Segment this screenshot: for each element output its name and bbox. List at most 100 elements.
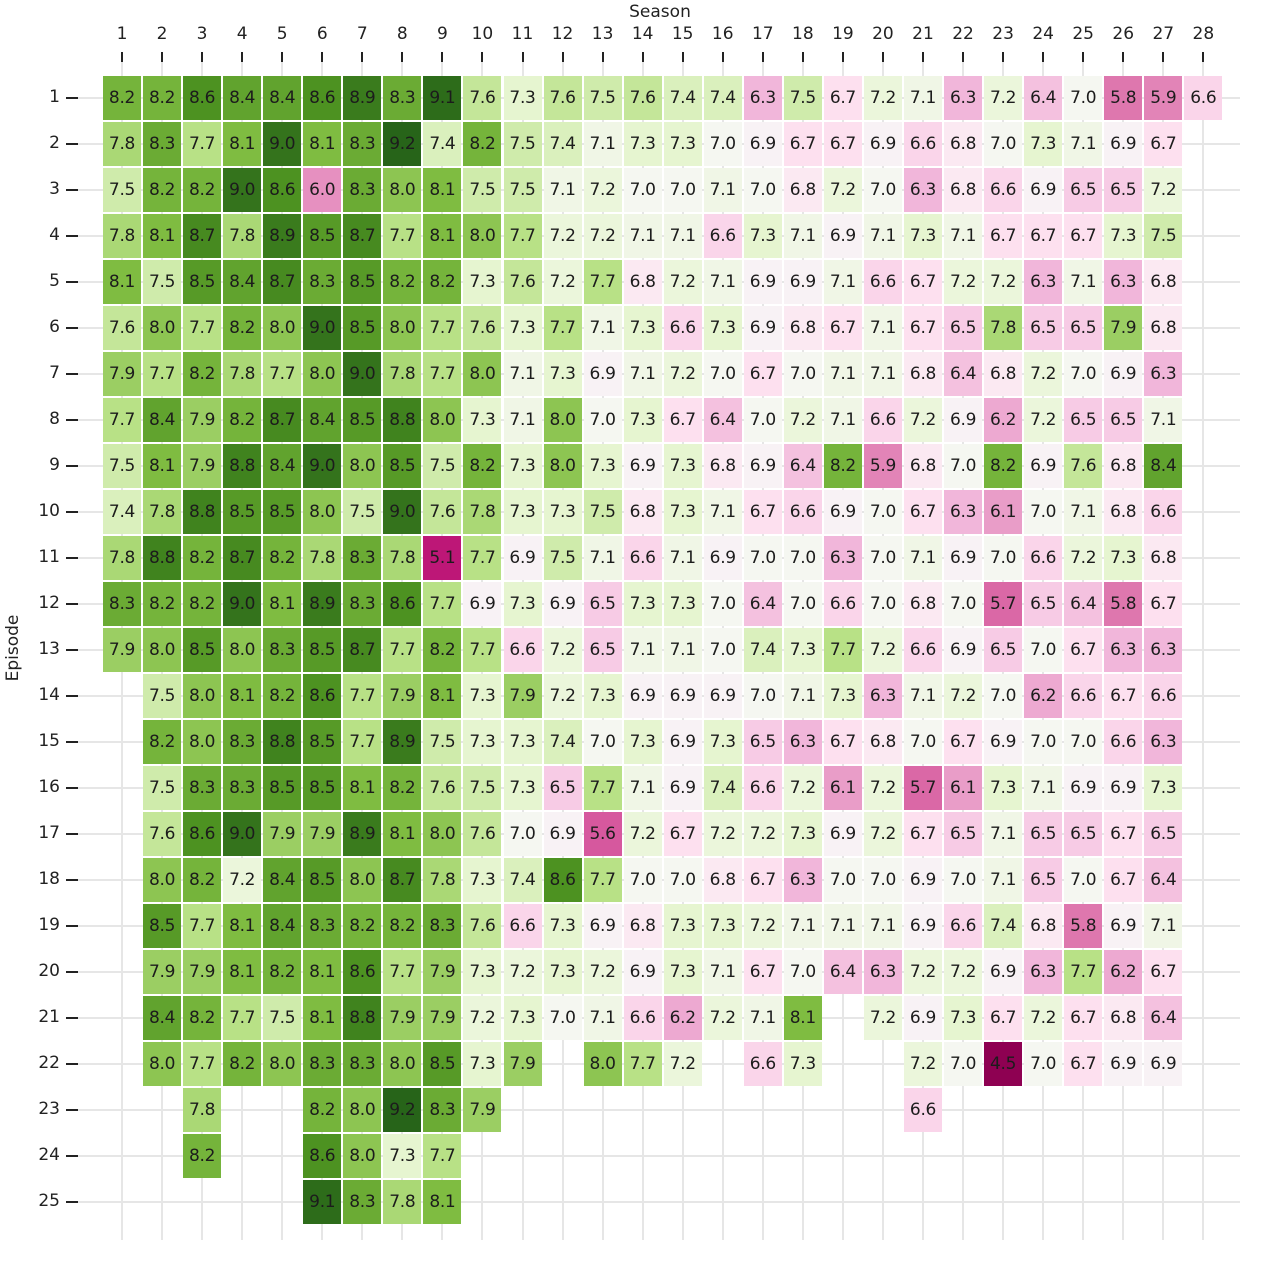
heatmap-cell: 7.9 (423, 996, 462, 1040)
heatmap-cell: 5.6 (583, 812, 622, 856)
heatmap-cell: 6.3 (904, 168, 942, 212)
heatmap-cell: 8.2 (383, 904, 422, 948)
heatmap-cell: 8.4 (143, 398, 182, 442)
heatmap-cell: 7.2 (863, 996, 902, 1040)
heatmap-cell: 8.1 (223, 674, 262, 718)
heatmap-cell: 7.0 (663, 858, 702, 902)
heatmap-cell: 7.2 (863, 812, 902, 856)
heatmap-cell: 8.9 (343, 76, 382, 120)
heatmap-cell: 8.3 (343, 1180, 382, 1224)
y-tick-label: 3 (49, 179, 60, 199)
heatmap-cell: 7.6 (463, 812, 502, 856)
heatmap-cell: 8.1 (263, 582, 302, 626)
heatmap-cell: 6.9 (1024, 168, 1063, 212)
heatmap-cell: 6.8 (904, 444, 942, 488)
heatmap-cell: 5.1 (423, 536, 462, 580)
heatmap-cell: 7.3 (984, 766, 1023, 810)
heatmap-cell: 6.1 (944, 766, 983, 810)
heatmap-cell: 7.7 (343, 674, 382, 718)
heatmap-cell: 8.4 (1144, 444, 1183, 488)
y-tick-label: 10 (38, 501, 60, 521)
heatmap-cell: 8.3 (383, 76, 422, 120)
heatmap-cell: 6.8 (1144, 260, 1183, 304)
heatmap-cell: 7.8 (223, 352, 262, 396)
heatmap-cell: 7.0 (944, 582, 983, 626)
y-tick-label: 21 (38, 1007, 60, 1027)
heatmap-cell: 7.3 (783, 628, 822, 672)
x-tick-mark (281, 52, 284, 62)
heatmap-cell: 8.3 (343, 1042, 382, 1086)
x-tick-mark (1042, 52, 1045, 62)
y-tick-label: 22 (38, 1053, 60, 1073)
heatmap-cell: 6.9 (1104, 766, 1143, 810)
x-tick-label: 2 (156, 24, 168, 44)
heatmap-cell: 7.2 (904, 1042, 942, 1086)
heatmap-cell: 8.1 (143, 444, 182, 488)
heatmap-cell: 7.1 (703, 950, 742, 994)
heatmap-cell: 7.1 (823, 398, 862, 442)
heatmap-cell: 6.9 (1064, 766, 1103, 810)
heatmap-cell: 7.5 (583, 76, 622, 120)
heatmap-cell: 7.9 (183, 950, 222, 994)
y-tick-mark (66, 603, 78, 605)
heatmap-cell: 8.7 (343, 628, 382, 672)
x-tick-mark (121, 52, 123, 62)
heatmap-cell: 7.0 (1024, 628, 1063, 672)
heatmap-cell: 7.7 (1064, 950, 1103, 994)
heatmap-cell: 6.7 (1144, 122, 1183, 166)
heatmap-cell: 7.4 (543, 122, 582, 166)
heatmap-cell: 7.0 (984, 122, 1023, 166)
y-tick-mark (66, 189, 78, 191)
y-tick-label: 25 (38, 1191, 60, 1211)
heatmap-cell: 9.0 (263, 122, 302, 166)
heatmap-cell: 6.2 (1104, 950, 1143, 994)
heatmap-cell: 7.1 (904, 674, 942, 718)
heatmap-cell: 7.5 (503, 168, 542, 212)
heatmap-cell: 8.6 (303, 76, 342, 120)
heatmap-cell: 7.3 (463, 720, 502, 764)
heatmap-cell: 7.6 (1064, 444, 1103, 488)
heatmap-cell: 8.2 (223, 306, 262, 350)
heatmap-cell: 7.9 (1104, 306, 1143, 350)
heatmap-cell: 9.1 (423, 76, 462, 120)
heatmap-cell: 6.5 (1024, 582, 1063, 626)
heatmap-cell: 7.3 (543, 490, 582, 534)
heatmap-cell: 6.5 (1024, 858, 1063, 902)
heatmap-cell: 8.2 (263, 536, 302, 580)
x-tick-mark (881, 52, 884, 62)
heatmap-cell: 7.0 (543, 996, 582, 1040)
heatmap-cell: 7.2 (1144, 168, 1183, 212)
heatmap-cell: 8.0 (343, 1088, 382, 1132)
heatmap-cell: 7.3 (663, 950, 702, 994)
heatmap-cell: 7.0 (863, 858, 902, 902)
y-tick-label: 8 (49, 409, 60, 429)
heatmap-cell: 7.0 (783, 352, 822, 396)
heatmap-cell: 7.3 (503, 766, 542, 810)
heatmap-cell: 7.1 (1064, 122, 1103, 166)
heatmap-cell: 6.8 (623, 490, 662, 534)
heatmap-cell: 8.1 (383, 812, 422, 856)
heatmap-cell: 7.6 (543, 76, 582, 120)
heatmap-cell: 7.9 (503, 1042, 542, 1086)
heatmap-cell: 6.4 (703, 398, 742, 442)
heatmap-cell: 5.9 (1144, 76, 1183, 120)
heatmap-cell: 6.3 (1024, 950, 1063, 994)
heatmap-cell: 7.1 (823, 352, 862, 396)
heatmap-cell: 7.3 (463, 858, 502, 902)
heatmap-cell: 8.5 (303, 214, 342, 258)
heatmap-cell: 8.0 (463, 352, 502, 396)
heatmap-cell: 7.8 (183, 1088, 222, 1132)
heatmap-cell: 6.4 (1144, 996, 1183, 1040)
heatmap-cell: 9.0 (343, 352, 382, 396)
heatmap-cell: 7.2 (783, 766, 822, 810)
heatmap-cell: 7.5 (583, 490, 622, 534)
y-tick-label: 24 (38, 1145, 60, 1165)
heatmap-cell: 6.6 (783, 490, 822, 534)
heatmap-cell: 6.9 (1104, 1042, 1143, 1086)
heatmap-cell: 7.1 (984, 858, 1023, 902)
heatmap-cell: 6.3 (863, 674, 902, 718)
heatmap-cell: 8.1 (223, 950, 262, 994)
heatmap-cell: 7.7 (183, 1042, 222, 1086)
heatmap-cell: 7.9 (383, 674, 422, 718)
heatmap-cell: 8.2 (463, 444, 502, 488)
